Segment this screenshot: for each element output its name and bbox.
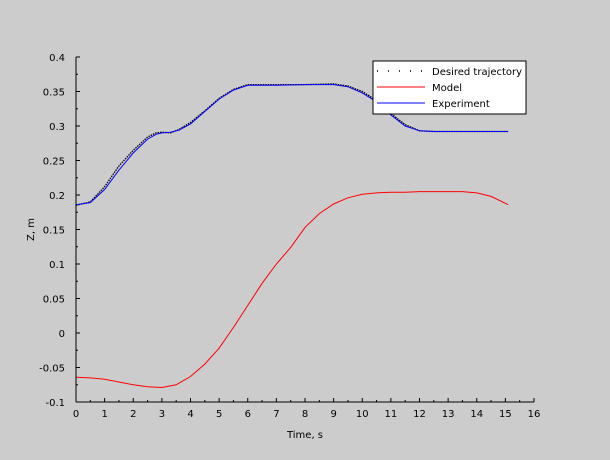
plot-area bbox=[75, 83, 509, 389]
x-tick-label: 15 bbox=[499, 409, 512, 420]
y-tick-label: 0.25 bbox=[43, 157, 65, 168]
series-line-1 bbox=[75, 191, 509, 389]
x-axis-label: Time, s bbox=[286, 430, 323, 441]
y-tick-label: 0.1 bbox=[49, 260, 65, 271]
legend-label-0: Desired trajectory bbox=[432, 67, 522, 78]
legend-label-1: Model bbox=[432, 83, 462, 94]
legend-label-2: Experiment bbox=[432, 99, 490, 110]
y-tick-label: 0.15 bbox=[43, 226, 65, 237]
series-line-0 bbox=[75, 83, 509, 206]
x-tick-label: 14 bbox=[470, 409, 483, 420]
x-tick-label: 3 bbox=[159, 409, 165, 420]
series-line-2 bbox=[75, 84, 509, 206]
x-tick-label: 11 bbox=[385, 409, 398, 420]
x-tick-label: 12 bbox=[413, 409, 426, 420]
x-tick-label: 9 bbox=[330, 409, 336, 420]
x-tick-label: 5 bbox=[216, 409, 222, 420]
x-tick-label: 13 bbox=[442, 409, 455, 420]
y-tick-label: 0 bbox=[59, 329, 65, 340]
x-tick-label: 0 bbox=[73, 409, 79, 420]
y-tick-label: 0.4 bbox=[49, 53, 65, 64]
x-tick-label: 16 bbox=[528, 409, 541, 420]
axes: 0 1 2 3 4 5 6 7 8 9 10 11 12 13 14 15 16-0.1-0.0500.050.… bbox=[39, 53, 540, 420]
x-tick-label: 10 bbox=[356, 409, 369, 420]
y-tick-label: 0.05 bbox=[43, 295, 65, 306]
y-axis-label: Z, m bbox=[26, 218, 37, 241]
legend: Desired trajectory Model Experiment bbox=[372, 60, 527, 115]
x-tick-label: 1 bbox=[101, 409, 107, 420]
y-tick-label: 0.35 bbox=[43, 88, 65, 99]
x-tick-label: 6 bbox=[245, 409, 251, 420]
x-tick-label: 2 bbox=[130, 409, 136, 420]
x-tick-label: 4 bbox=[187, 409, 193, 420]
y-tick-label: 0.3 bbox=[49, 122, 65, 133]
y-tick-label: -0.1 bbox=[45, 398, 65, 409]
y-tick-label: 0.2 bbox=[49, 191, 65, 202]
y-tick-label: -0.05 bbox=[39, 364, 65, 375]
x-tick-label: 8 bbox=[302, 409, 308, 420]
x-tick-label: 7 bbox=[273, 409, 279, 420]
